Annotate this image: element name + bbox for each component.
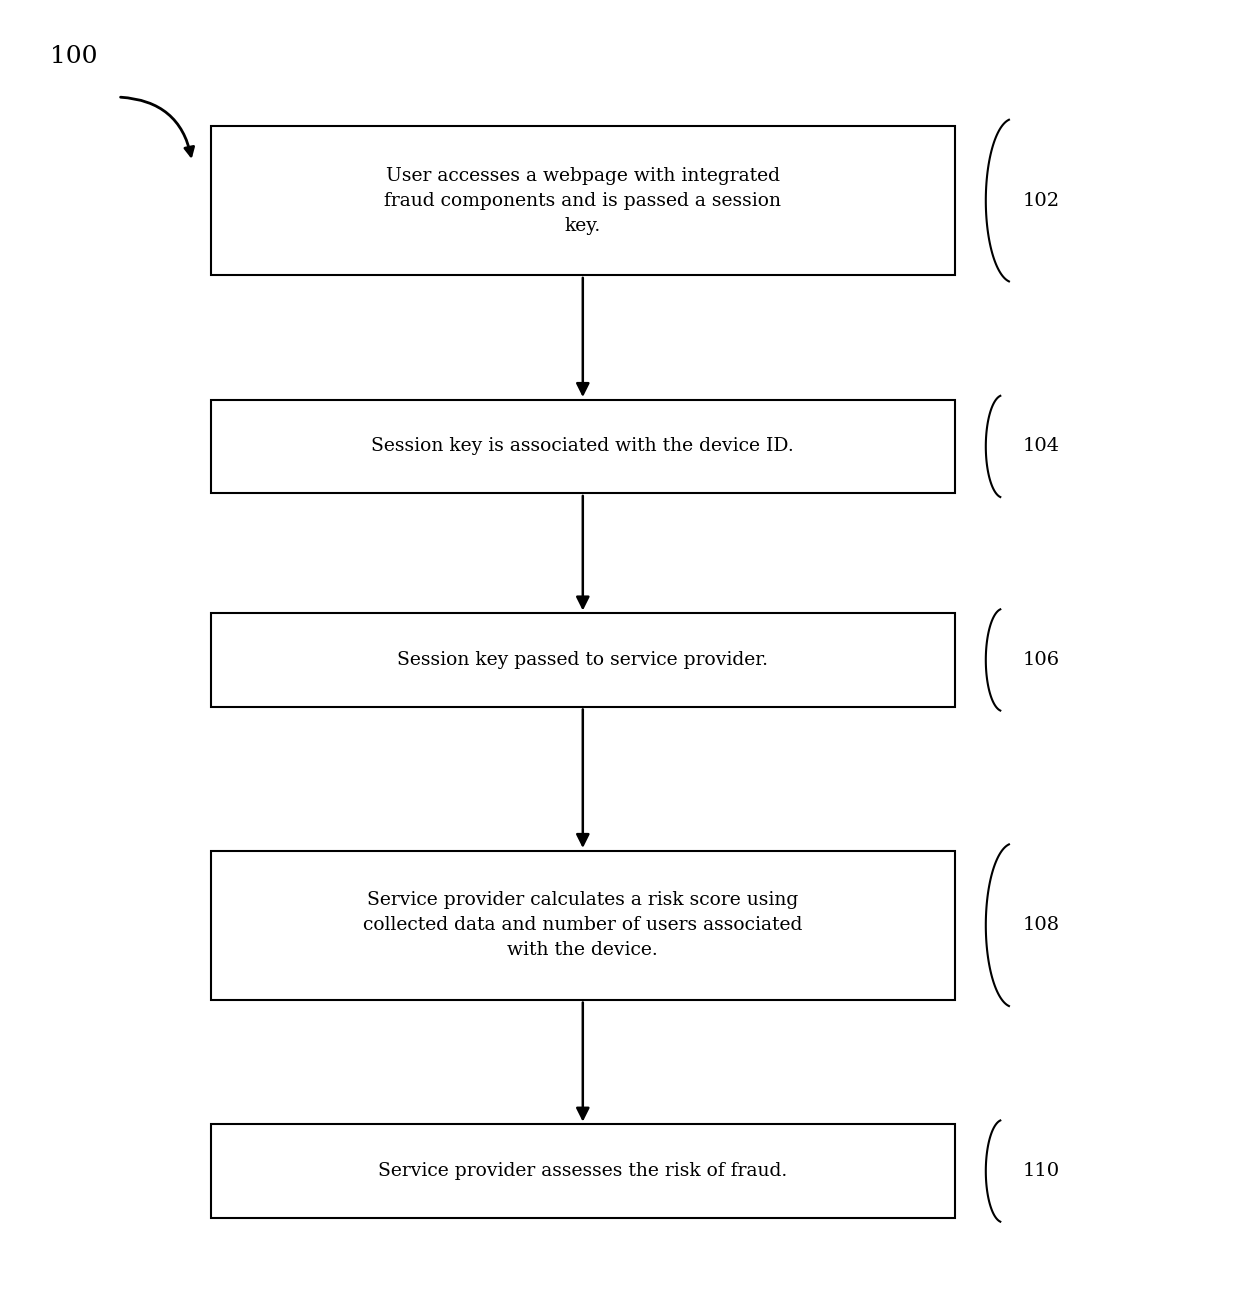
FancyBboxPatch shape <box>211 400 955 493</box>
Text: Service provider calculates a risk score using
collected data and number of user: Service provider calculates a risk score… <box>363 892 802 959</box>
Text: 108: 108 <box>1023 916 1060 934</box>
FancyBboxPatch shape <box>211 1124 955 1218</box>
Text: 102: 102 <box>1023 192 1060 210</box>
Text: User accesses a webpage with integrated
fraud components and is passed a session: User accesses a webpage with integrated … <box>384 167 781 234</box>
Text: Service provider assesses the risk of fraud.: Service provider assesses the risk of fr… <box>378 1162 787 1180</box>
FancyBboxPatch shape <box>211 127 955 276</box>
FancyBboxPatch shape <box>211 851 955 999</box>
FancyBboxPatch shape <box>211 613 955 707</box>
Text: 110: 110 <box>1023 1162 1060 1180</box>
Text: 104: 104 <box>1023 437 1060 455</box>
Text: 106: 106 <box>1023 651 1060 669</box>
Text: 100: 100 <box>50 45 97 69</box>
Text: Session key passed to service provider.: Session key passed to service provider. <box>397 651 769 669</box>
Text: Session key is associated with the device ID.: Session key is associated with the devic… <box>372 437 794 455</box>
